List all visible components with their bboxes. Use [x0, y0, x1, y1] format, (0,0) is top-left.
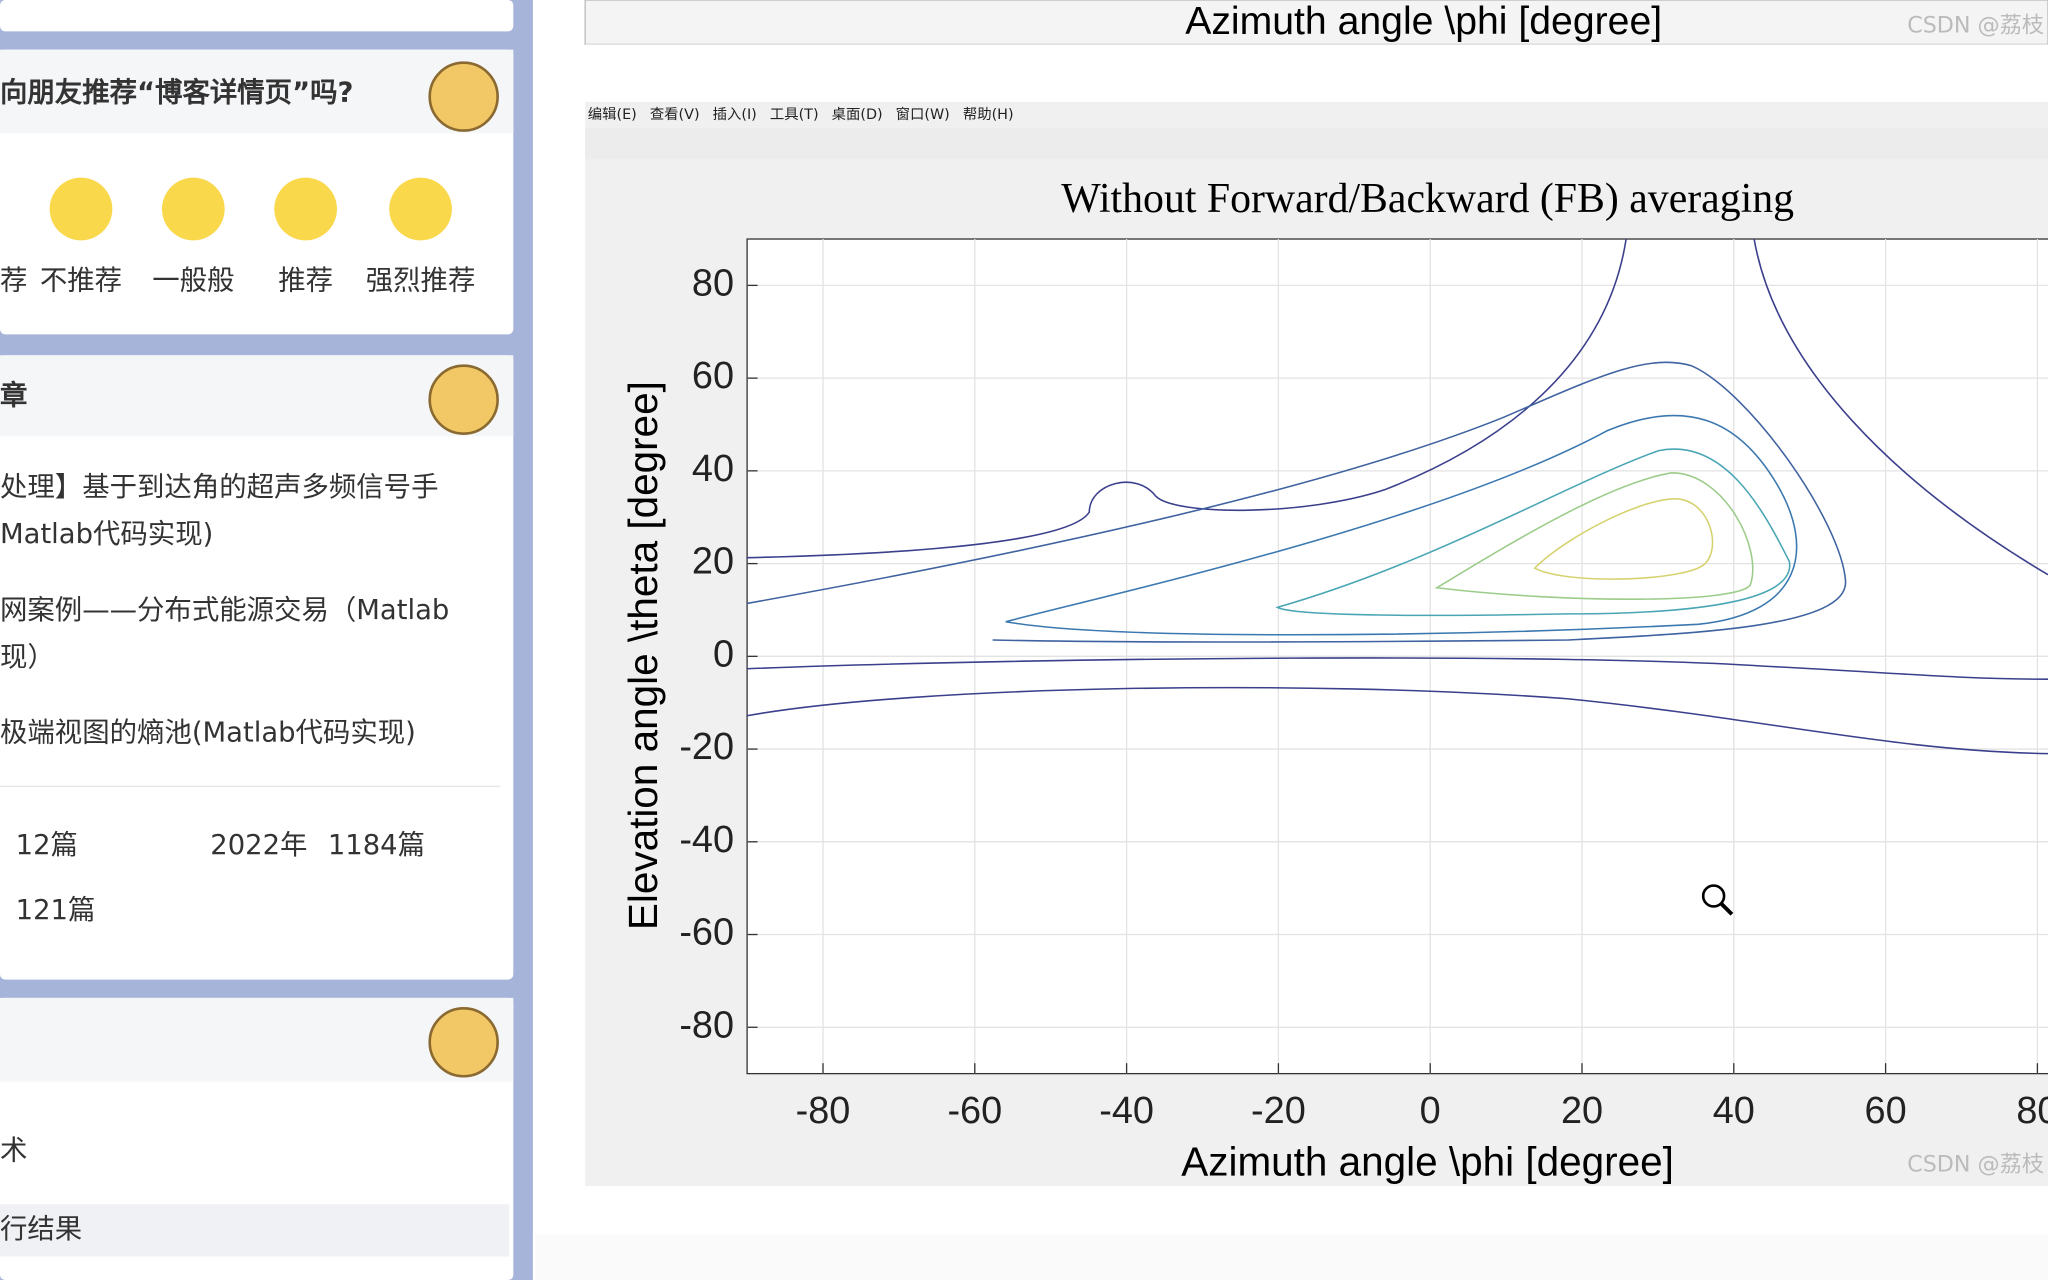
menu-item[interactable]: 桌面(D) — [832, 106, 883, 123]
y-tick-label: -80 — [679, 1004, 734, 1046]
menu-item[interactable]: 查看(V) — [650, 106, 700, 123]
watermark: CSDN @荔枝 — [1907, 1152, 2044, 1178]
rating[interactable]: 推荐 — [278, 266, 333, 297]
y-tick-label: 80 — [692, 262, 734, 304]
item[interactable]: 术 — [0, 1136, 27, 1167]
emoji — [49, 177, 452, 241]
article[interactable]: 处理】基于到达角的超声多频信号手 — [0, 472, 439, 503]
rating[interactable]: 一般般 — [152, 266, 234, 297]
article[interactable]: 极端视图的熵池(Matlab代码实现) — [0, 718, 416, 749]
x-tick-label: 20 — [1561, 1090, 1603, 1132]
rating[interactable]: 荐 — [0, 266, 27, 297]
section-title: 章 — [0, 380, 27, 412]
panel — [0, 355, 514, 980]
item[interactable]: 行结果 — [0, 1214, 82, 1245]
x-tick-label: -40 — [1099, 1090, 1154, 1132]
y-tick-label: 20 — [692, 541, 734, 583]
menu-item[interactable]: 编辑(E) — [588, 106, 637, 123]
toolbar — [585, 128, 2048, 160]
article[interactable]: 网案例——分布式能源交易（Matlab — [0, 595, 449, 626]
chart-title: Without Forward/Backward (FB) averaging — [1061, 176, 1794, 222]
article[interactable]: Matlab代码实现) — [0, 519, 213, 550]
x-tick-label: -20 — [1251, 1090, 1306, 1132]
rating[interactable]: 强烈推荐 — [366, 266, 476, 297]
panel — [0, 0, 514, 32]
menu-item[interactable]: 窗口(W) — [896, 105, 950, 123]
top-label: Azimuth angle \phi [degree] — [1185, 0, 1662, 43]
watermark: CSDN @荔枝 — [1907, 13, 2044, 39]
menu-item[interactable]: 工具(T) — [770, 107, 819, 123]
menu: 编辑(E) 查看(V) 插入(I) 工具(T) 桌面(D) 窗口(W) 帮助(H) — [588, 105, 1014, 123]
article[interactable]: 现） — [0, 642, 55, 673]
stat: 2022年 — [210, 830, 307, 861]
x-tick-label: 0 — [1420, 1090, 1441, 1132]
panel-head — [0, 355, 514, 437]
x-tick-label: -80 — [796, 1090, 851, 1132]
panel-head — [0, 49, 514, 134]
y-tick-label: 60 — [692, 355, 734, 397]
y-label: Elevation angle \theta [degree] — [620, 381, 666, 930]
stat: 1184篇 — [328, 830, 425, 861]
plot: -80 -60 -40 -20 0 20 40 60 80 -80 -60 -40 -20 0 20 40 60… — [679, 239, 2048, 1132]
zoom-cursor — [1720, 902, 1734, 916]
y-tick-label: -60 — [679, 912, 734, 954]
prev-figure — [584, 0, 2048, 46]
stat: 121篇 — [16, 895, 96, 926]
y-tick-label: 40 — [692, 448, 734, 490]
x-tick-label: -60 — [947, 1090, 1002, 1132]
menu-item[interactable]: 帮助(H) — [963, 106, 1014, 123]
stat: 12篇 — [16, 830, 78, 861]
x-tick-label: 60 — [1865, 1090, 1907, 1132]
x-tick-label: 80 — [2016, 1090, 2048, 1132]
question: 向朋友推荐“博客详情页”吗? — [0, 77, 353, 109]
y-tick-label: 0 — [713, 633, 734, 675]
cats — [428, 61, 499, 1078]
gap — [585, 44, 2048, 102]
footer — [535, 1234, 2048, 1280]
menu-item[interactable]: 插入(I) — [713, 106, 757, 123]
x-tick-label: 40 — [1713, 1090, 1755, 1132]
contours — [746, 238, 2048, 755]
zoom-cursor — [1701, 884, 1726, 908]
highlight — [0, 1204, 510, 1257]
x-label: Azimuth angle \phi [degree] — [1181, 1139, 1674, 1185]
panel-head — [0, 997, 514, 1082]
rating[interactable]: 不推荐 — [40, 266, 122, 297]
y-tick-label: -20 — [679, 726, 734, 768]
y-tick-label: -40 — [679, 819, 734, 861]
